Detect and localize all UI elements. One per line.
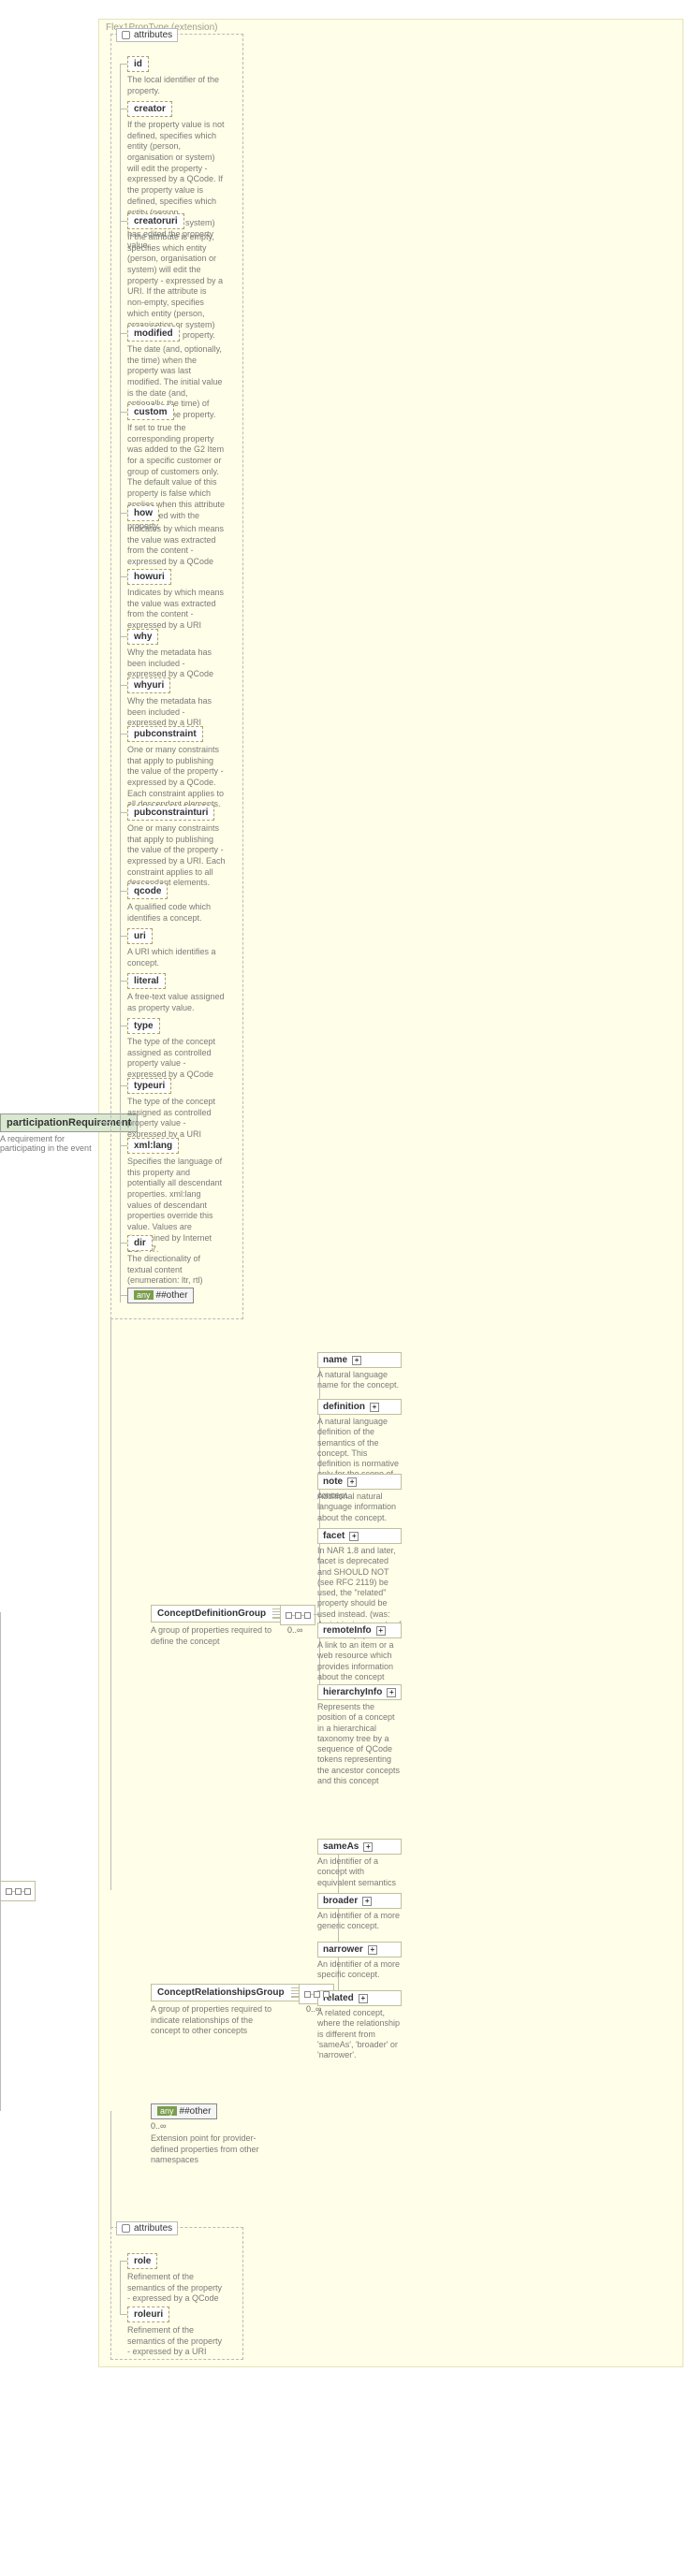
schema-diagram: Flex1PropType (extension)participationRe…	[0, 0, 689, 2395]
